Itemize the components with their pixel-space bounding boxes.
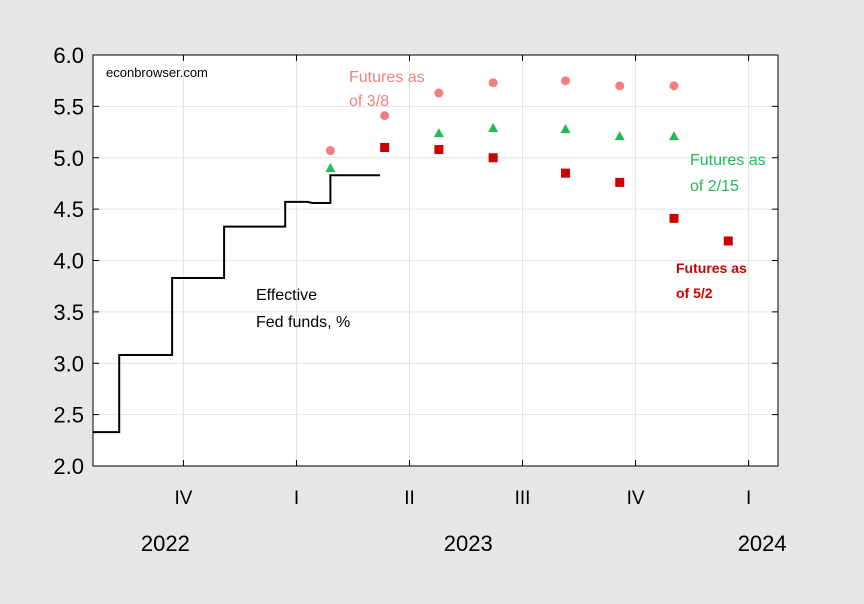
data-point — [380, 142, 390, 152]
data-point — [380, 111, 390, 121]
series-futures-as-of-5-2 — [380, 142, 733, 246]
data-point — [488, 153, 498, 163]
x-tick-label: IV — [174, 488, 192, 509]
x-tick-label: I — [294, 488, 299, 509]
y-tick-label: 2.5 — [53, 403, 84, 428]
y-tick-label: 3.5 — [53, 300, 84, 325]
source-label: econbrowser.com — [106, 65, 208, 80]
annotation-futures-2-15-line1: Futures as — [690, 152, 766, 169]
annotation-effective-line2: Fed funds, % — [256, 314, 350, 331]
series-futures-as-of-2-15 — [325, 122, 680, 173]
data-point — [560, 168, 570, 178]
data-point — [325, 146, 335, 156]
data-point — [325, 163, 336, 173]
x-tick-label: III — [515, 488, 531, 509]
y-tick-label: 4.0 — [53, 249, 84, 274]
x-tick-label: II — [404, 488, 415, 509]
annotation-futures-5-2-line2: of 5/2 — [676, 285, 713, 301]
plot-frame — [92, 54, 779, 467]
data-point — [560, 76, 570, 86]
effective-fed-funds-line — [93, 174, 381, 434]
y-tick-label: 2.0 — [53, 454, 84, 479]
data-point — [615, 81, 625, 91]
data-point — [434, 88, 444, 98]
data-point — [488, 122, 499, 132]
data-point — [433, 128, 444, 138]
annotation-futures-3-8-line1: Futures as — [349, 69, 425, 86]
y-tick-label: 4.5 — [53, 197, 84, 222]
data-point — [669, 81, 679, 91]
data-point — [434, 145, 444, 155]
y-axis-ticks: 2.0 2.5 3.0 3.5 4.0 4.5 5.0 5.5 6.0 — [53, 43, 778, 479]
data-point — [488, 78, 498, 88]
y-tick-label: 5.5 — [53, 94, 84, 119]
x-year-label: 2024 — [738, 531, 787, 556]
data-point — [615, 177, 625, 187]
y-tick-label: 5.0 — [53, 146, 84, 171]
data-point — [614, 131, 625, 141]
x-year-label: 2023 — [444, 531, 493, 556]
data-point — [669, 213, 679, 223]
annotation-futures-3-8-line2: of 3/8 — [349, 93, 389, 110]
x-year-label: 2022 — [141, 531, 190, 556]
x-tick-label: I — [746, 488, 751, 509]
y-tick-label: 3.0 — [53, 351, 84, 376]
series-layer — [93, 76, 733, 434]
series-effective-fed-funds — [93, 174, 381, 434]
annotation-futures-5-2-line1: Futures as — [676, 260, 747, 276]
annotation-effective-line1: Effective — [256, 287, 317, 304]
x-tick-label: IV — [627, 488, 645, 509]
data-point — [560, 123, 571, 133]
data-point — [723, 236, 733, 246]
series-futures-as-of-3-8 — [325, 76, 679, 156]
y-tick-label: 6.0 — [53, 43, 84, 68]
data-point — [669, 131, 680, 141]
annotation-futures-2-15-line2: of 2/15 — [690, 178, 739, 195]
